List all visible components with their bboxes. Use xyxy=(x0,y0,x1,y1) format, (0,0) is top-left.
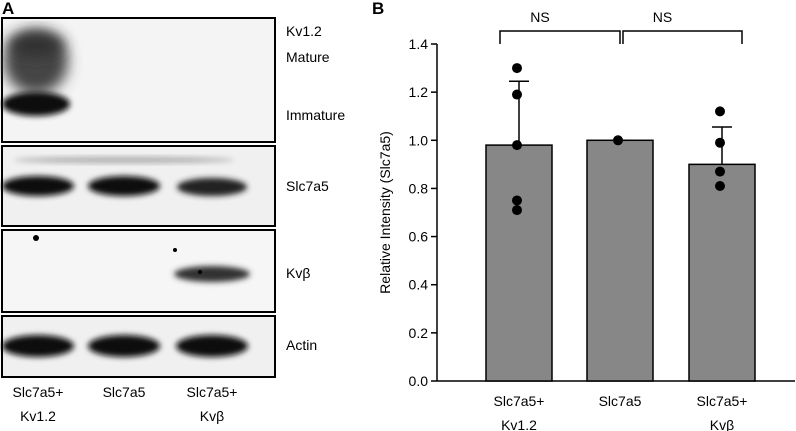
x-tick-label: Slc7a5+ xyxy=(697,393,748,409)
bar xyxy=(485,144,553,382)
blot-label: Kvβ xyxy=(286,265,310,281)
y-tick-label: 0.8 xyxy=(409,180,429,196)
blot-label: Kv1.2 xyxy=(286,23,322,39)
x-tick-label: Kv1.2 xyxy=(501,417,537,431)
blot xyxy=(1,17,276,378)
x-tick-label: Slc7a5 xyxy=(599,393,642,409)
y-tick-label: 0.2 xyxy=(409,325,429,341)
x-tick-label: Slc7a5+ xyxy=(494,393,545,409)
data-point xyxy=(715,181,725,192)
y-tick-label: 1.4 xyxy=(409,36,429,52)
blot-label: Immature xyxy=(286,107,345,123)
annotation: NS xyxy=(653,9,672,25)
lane-label: Kvβ xyxy=(200,408,224,424)
lane-label: Slc7a5+ xyxy=(187,384,238,400)
y-tick-label: 0.4 xyxy=(409,277,429,293)
annotation: NS xyxy=(530,9,549,25)
data-point xyxy=(512,89,522,100)
lane-label: Kv1.2 xyxy=(20,408,56,424)
data-point xyxy=(715,137,725,148)
lane-label: Slc7a5 xyxy=(103,384,146,400)
y-axis-label: Relative Intensity (Slc7a5) xyxy=(377,131,393,294)
y-tick-label: 0.6 xyxy=(409,229,429,245)
blot-label: Mature xyxy=(286,49,330,65)
y-tick-label: 1.0 xyxy=(409,132,429,148)
data-point xyxy=(512,205,522,216)
bracket xyxy=(499,30,621,44)
data-point xyxy=(512,63,522,74)
blot-label: Actin xyxy=(286,337,317,353)
data-point xyxy=(512,195,522,206)
panel-letter: B xyxy=(372,0,384,18)
bracket xyxy=(622,30,743,44)
y-tick-label: 1.2 xyxy=(409,84,429,100)
blot-label: Slc7a5 xyxy=(286,178,329,194)
data-point xyxy=(715,166,725,177)
y-tick-label: 0.0 xyxy=(409,373,429,389)
data-point xyxy=(512,140,522,151)
bar xyxy=(688,163,756,382)
x-tick-label: Kvβ xyxy=(710,417,734,431)
lane-label: Slc7a5+ xyxy=(13,384,64,400)
data-point xyxy=(613,135,623,146)
data-point xyxy=(715,106,725,117)
panel-letter: A xyxy=(2,0,14,18)
bar xyxy=(586,139,654,382)
